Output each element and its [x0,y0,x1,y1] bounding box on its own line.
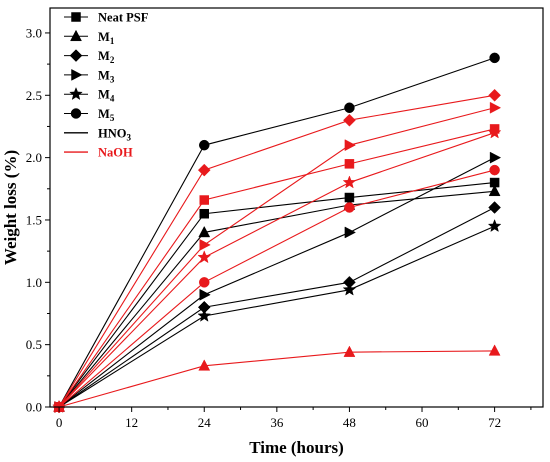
series-line [58,132,495,408]
legend-label: NaOH [98,146,133,160]
axis-ticks: 0 12 24 36 48 60 720.00.51.01.52.02.53.0 [26,25,532,430]
data-point [489,151,502,164]
series-line [58,190,495,408]
x-tick-label: 24 [198,415,212,430]
data-point [489,101,502,114]
legend-label: Neat PSF [98,11,149,25]
legend-label: M2 [98,49,115,65]
legend-marker [71,68,83,81]
legend-label-subscript: 1 [110,36,115,46]
legend-marker [71,12,81,22]
data-point [489,52,500,64]
data-point [488,344,501,356]
series-line [58,157,495,408]
data-point [198,359,211,371]
legend-label: M1 [98,30,115,46]
data-point [487,125,502,139]
x-tick-label: 0 [56,415,63,430]
legend-marker [69,87,83,101]
legend-label: M4 [98,88,115,104]
legend-label-subscript: 3 [126,132,131,142]
data-point [344,202,355,213]
data-point [342,175,357,189]
data-point [344,139,356,152]
legend-label-text: M [98,107,110,121]
plot-area-frame [49,7,544,408]
legend-label-text: M [98,30,110,44]
data-point [198,225,211,238]
data-point [344,102,355,113]
legend-marker [70,108,82,119]
x-tick-label: 60 [416,415,429,430]
legend-label: M5 [98,107,115,123]
x-tick-label: 12 [125,415,138,430]
data-point [197,163,211,177]
y-tick-label: 1.5 [26,212,42,227]
series-line [58,207,495,408]
data-point [488,88,501,102]
legend-label: HNO3 [98,126,131,142]
data-point [343,345,356,357]
y-tick-label: 0.5 [26,337,42,352]
legend-label-text: NaOH [98,146,133,160]
legend-label: M3 [98,68,115,84]
legend-marker [69,49,83,62]
series-line [58,169,495,408]
series-m1-hno3 [53,184,501,412]
data-point [342,282,357,296]
data-point [489,164,500,176]
data-point [344,159,355,169]
legend-label-subscript: 2 [110,55,115,65]
x-tick-label: 48 [343,415,356,430]
series-line [58,57,495,408]
data-point [199,277,210,288]
legend-label-text: M [98,49,110,63]
data-point [343,113,356,127]
data-point [488,184,501,197]
legend-label-subscript: 4 [110,94,115,104]
legend-label-text: M [98,88,110,102]
series-m3-hno3 [54,151,502,413]
data-point [488,201,501,214]
legend-label-text: M [98,68,110,82]
data-point [199,238,211,251]
data-point [197,250,212,264]
series-layer [52,52,502,414]
y-tick-label: 2.0 [26,150,42,165]
y-axis-title: Weight loss (%) [1,150,20,265]
data-point [199,288,211,301]
y-tick-label: 3.0 [26,25,42,40]
series-line [58,225,495,408]
series-m4-hno3 [52,219,502,413]
data-point [199,139,210,151]
data-point [199,208,210,219]
legend-label-text: HNO [98,126,127,140]
data-point [487,219,502,233]
series-line [58,94,495,408]
x-tick-label: 36 [270,415,284,430]
legend-label-text: Neat PSF [98,11,149,25]
series-line [58,128,495,408]
series-line [58,182,495,408]
series-m5-hno3 [53,52,500,413]
legend-marker [70,29,82,42]
data-point [199,195,210,205]
series-line [58,350,495,408]
x-axis-title: Time (hours) [249,438,344,457]
y-tick-label: 1.0 [26,275,42,290]
y-tick-label: 2.5 [26,88,42,103]
series-line [58,107,495,408]
series-m5-naoh [53,164,500,413]
legend-label-subscript: 5 [110,113,115,123]
data-point [344,226,356,239]
legend-label-subscript: 3 [110,74,115,84]
data-point [197,308,212,322]
x-tick-label: 72 [488,415,501,430]
y-tick-label: 0.0 [26,400,42,415]
